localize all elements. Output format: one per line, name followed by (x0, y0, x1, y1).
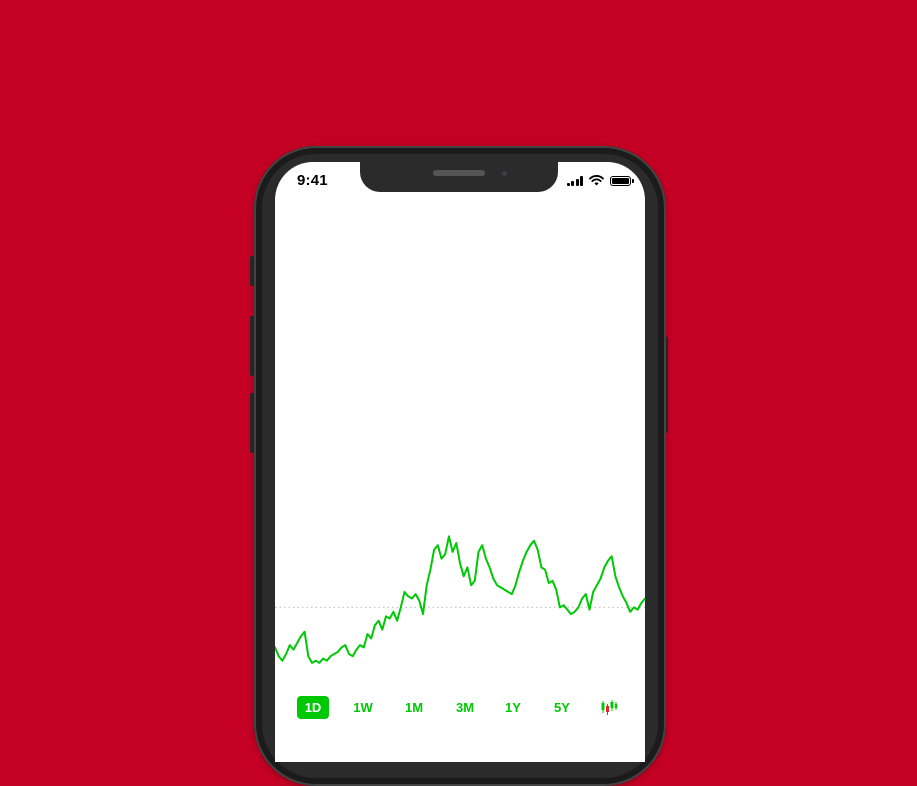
notch (360, 162, 558, 192)
volume-down-button[interactable] (250, 393, 255, 453)
status-icons (566, 175, 634, 186)
range-1m-button[interactable]: 1M (404, 700, 424, 715)
range-selector: 1D 1W 1M 3M 1Y 5Y (275, 696, 645, 720)
candlestick-chart-icon[interactable] (600, 698, 618, 716)
earpiece-speaker (433, 170, 485, 176)
wifi-icon (589, 175, 604, 186)
battery-icon (610, 176, 634, 186)
cellular-signal-icon (566, 176, 583, 186)
range-1y-button[interactable]: 1Y (505, 700, 521, 715)
front-camera (502, 171, 507, 176)
volume-up-button[interactable] (250, 316, 255, 376)
price-chart (275, 535, 645, 664)
phone-screen: 9:41 1D 1W 1M 3M 1Y 5Y (275, 162, 645, 762)
price-line (275, 535, 645, 664)
range-1w-button[interactable]: 1W (353, 700, 373, 715)
range-1d-button[interactable]: 1D (297, 696, 329, 719)
range-5y-button[interactable]: 5Y (554, 700, 570, 715)
status-time: 9:41 (297, 172, 328, 189)
range-3m-button[interactable]: 3M (455, 700, 475, 715)
silent-switch[interactable] (250, 256, 255, 286)
